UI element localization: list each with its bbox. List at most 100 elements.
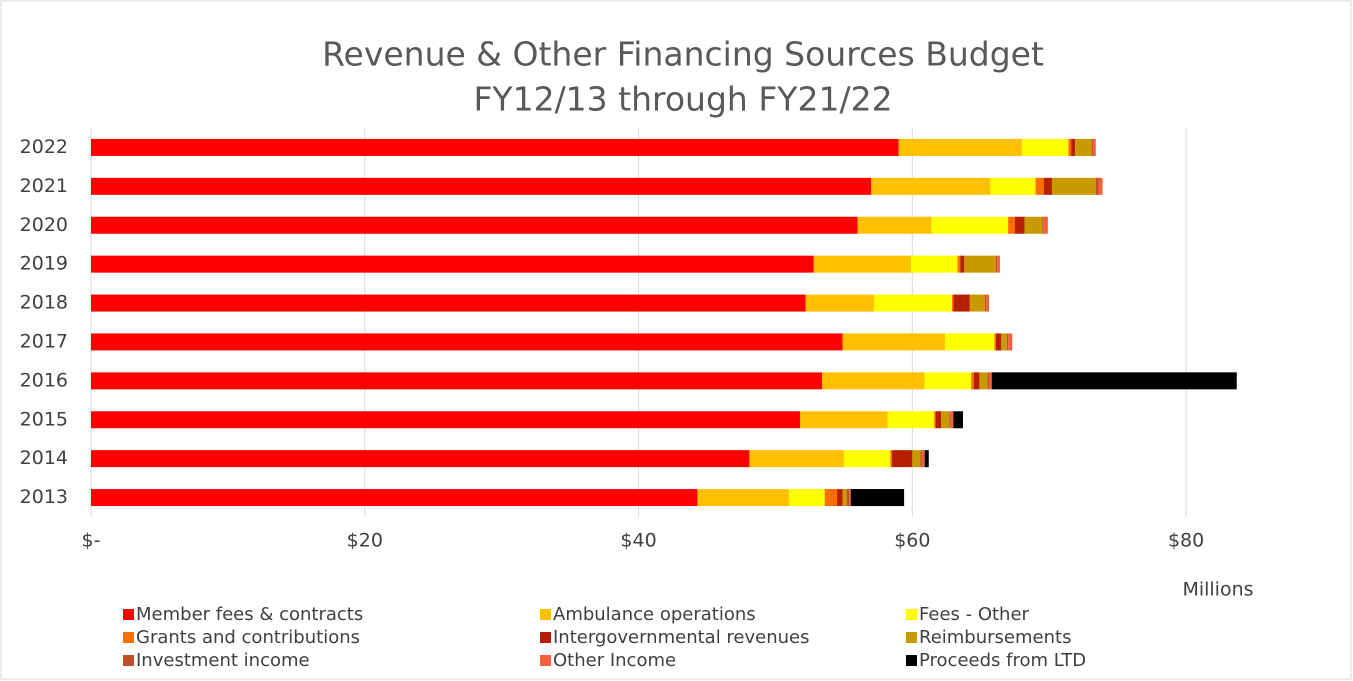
bar-segment [957, 255, 961, 273]
bar-segment [849, 489, 851, 507]
y-tick-label: 2020 [20, 214, 68, 236]
chart-title: Revenue & Other Financing Sources Budget [322, 35, 1044, 74]
bar-segment [857, 216, 932, 234]
bar-segment [1095, 177, 1099, 195]
bar-segment [986, 294, 989, 312]
bar-segment [912, 450, 921, 468]
bar-segment [1071, 138, 1076, 156]
bar-segment [1008, 216, 1015, 234]
legend-swatch [540, 609, 551, 620]
legend-swatch [540, 655, 551, 666]
bar-segment [898, 138, 1022, 156]
legend-swatch [123, 609, 134, 620]
bar-segment [891, 450, 913, 468]
legend-label: Other Income [553, 650, 676, 671]
legend-swatch [123, 632, 134, 643]
bar-segment [837, 489, 843, 507]
x-tick-label: $60 [894, 530, 930, 552]
bar-segment [1075, 138, 1092, 156]
bar-segment [952, 294, 954, 312]
chart-subtitle: FY12/13 through FY21/22 [473, 80, 892, 119]
bar-segment [749, 450, 844, 468]
bar-segment [91, 177, 872, 195]
bar-segment [1015, 216, 1025, 234]
y-tick-label: 2019 [20, 253, 68, 275]
bar-segment [960, 255, 965, 273]
bar-segment [995, 333, 1002, 351]
bar-segment [842, 333, 946, 351]
y-tick-label: 2017 [20, 330, 68, 352]
bar-segment [953, 294, 970, 312]
bar-segment [91, 450, 750, 468]
bar-segment [988, 372, 992, 390]
bar-segment [931, 216, 1009, 234]
y-tick-label: 2016 [20, 369, 68, 391]
bar-segment [789, 489, 825, 507]
bar-segment [941, 411, 950, 429]
bar-segment [934, 411, 936, 429]
legend-swatch [906, 632, 917, 643]
y-tick-label: 2015 [20, 408, 68, 430]
bar-segment [91, 294, 806, 312]
bar-segment [1051, 177, 1096, 195]
bar-segment [91, 411, 801, 429]
bar-segment [920, 450, 922, 468]
bar-segment [91, 255, 814, 273]
bar-segment [697, 489, 790, 507]
bar-segment [1068, 138, 1072, 156]
bar-segment [964, 255, 996, 273]
bar-segment [910, 255, 958, 273]
bar-segment [91, 216, 858, 234]
bar-segment [973, 372, 980, 390]
bar-segment [1042, 216, 1044, 234]
legend-label: Ambulance operations [553, 604, 756, 625]
legend-label: Grants and contributions [136, 627, 360, 648]
bar-segment [874, 294, 953, 312]
legend-swatch [906, 655, 917, 666]
bar-segment [994, 333, 996, 351]
bar-segment [91, 372, 822, 390]
bar-segment [995, 255, 998, 273]
bar-segment [921, 450, 925, 468]
legend-swatch [123, 655, 134, 666]
bar-segment [987, 372, 989, 390]
bar-segment [997, 255, 1000, 273]
legend-label: Proceeds from LTD [919, 650, 1086, 671]
bar-segment [1001, 333, 1007, 351]
bar-segment [979, 372, 988, 390]
bar-segment [91, 138, 899, 156]
legend-label: Member fees & contracts [136, 604, 363, 625]
bar-segment [924, 372, 972, 390]
x-tick-label: $80 [1168, 530, 1204, 552]
bar-segment [800, 411, 888, 429]
bar-segment [824, 489, 838, 507]
y-tick-label: 2022 [20, 136, 68, 158]
bar-segment [843, 450, 891, 468]
bar-segment [949, 411, 951, 429]
bar-segment [1098, 177, 1103, 195]
bar-segment [969, 294, 985, 312]
bar-segment [842, 489, 847, 507]
bar-segment [887, 411, 935, 429]
bar-segment [846, 489, 850, 507]
y-tick-label: 2021 [20, 175, 68, 197]
bar-segment [1093, 138, 1096, 156]
bar-segment [945, 333, 995, 351]
x-tick-label: $- [82, 530, 101, 552]
legend-label: Reimbursements [919, 627, 1071, 648]
bar-segment [1006, 333, 1009, 351]
bar-segment [1035, 177, 1044, 195]
y-tick-label: 2013 [20, 486, 68, 508]
bar-segment [1024, 216, 1043, 234]
bar-segment [990, 177, 1036, 195]
bar-segment [1091, 138, 1094, 156]
legend-label: Intergovernmental revenues [553, 627, 810, 648]
y-tick-label: 2018 [20, 292, 68, 314]
bar-segment [991, 372, 1237, 390]
legend-swatch [906, 609, 917, 620]
bar-segment [971, 372, 974, 390]
bar-segment [91, 489, 698, 507]
x-tick-label: $40 [620, 530, 656, 552]
bar-segment [1043, 216, 1048, 234]
